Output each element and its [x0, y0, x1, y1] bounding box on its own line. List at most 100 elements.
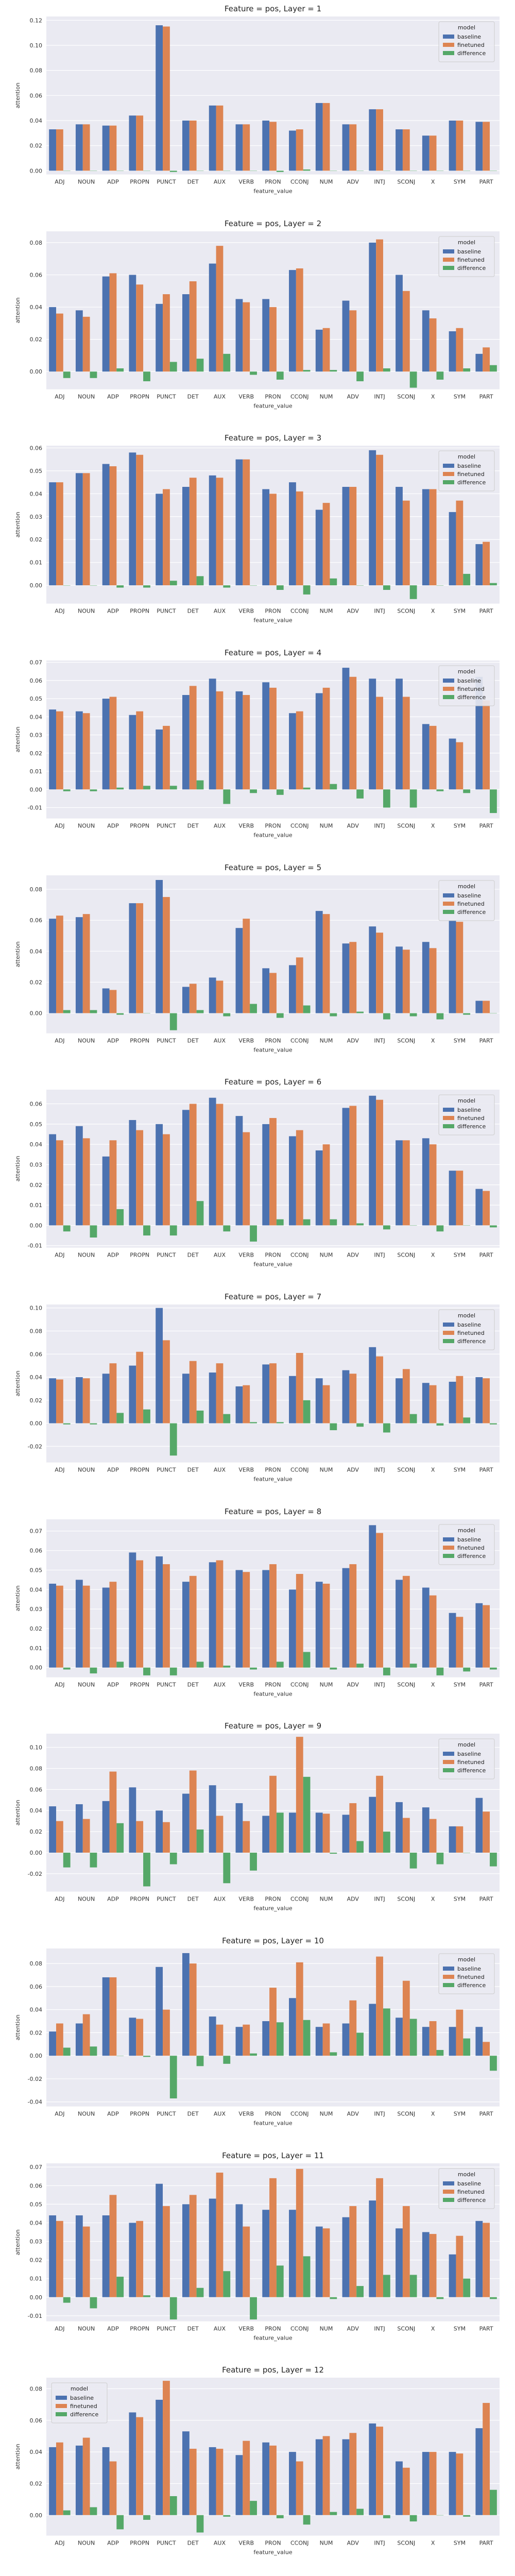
bar-finetuned [243, 459, 250, 586]
bar-finetuned [322, 687, 330, 790]
bar-difference [303, 1652, 311, 1668]
bar-finetuned [243, 124, 250, 171]
bar-difference [250, 585, 257, 586]
x-tick-label: DET [187, 1037, 199, 1044]
y-tick-label: 0.02 [30, 1182, 43, 1189]
bar-difference [63, 1667, 71, 1670]
y-tick-label: 0.04 [30, 714, 43, 720]
legend: model baseline finetuned difference [438, 880, 495, 921]
bar-finetuned [189, 281, 197, 371]
legend-label-baseline: baseline [457, 1321, 481, 1328]
chart-title: Feature = pos, Layer = 2 [225, 219, 321, 228]
bar-difference [169, 1853, 177, 1865]
x-tick-label: PROPN [130, 1681, 149, 1688]
bar-baseline [129, 1365, 136, 1423]
bar-finetuned [82, 316, 90, 371]
bar-difference [169, 1013, 177, 1030]
y-axis-label: attention [14, 1800, 21, 1826]
bar-difference [116, 1209, 124, 1226]
bar-baseline [315, 1378, 323, 1423]
x-tick-label: INTJ [374, 179, 385, 185]
y-tick-label: 0.08 [30, 1766, 43, 1772]
bar-baseline [182, 987, 190, 1013]
y-tick-label: 0.04 [30, 491, 43, 498]
bar-difference [169, 1423, 177, 1456]
bar-difference [90, 2297, 97, 2309]
bar-baseline [396, 2228, 403, 2297]
bar-baseline [235, 691, 243, 790]
y-tick-label: 0.06 [30, 1101, 43, 1108]
bar-baseline [209, 679, 216, 790]
x-tick-label: PUNCT [157, 1681, 176, 1688]
bar-baseline [396, 487, 403, 586]
legend-swatch-finetuned [443, 2189, 454, 2194]
y-tick-label: 0.06 [30, 2417, 43, 2424]
x-tick-label: INTJ [374, 1896, 385, 1903]
x-tick-label: ADV [347, 608, 359, 615]
bar-finetuned [402, 2468, 410, 2516]
bar-finetuned [483, 1378, 490, 1423]
legend-swatch-baseline [443, 893, 454, 897]
bar-difference [90, 1010, 97, 1013]
x-tick-label: PROPN [130, 1037, 149, 1044]
bar-baseline [102, 125, 110, 171]
x-tick-label: SCONJ [397, 1252, 415, 1259]
bar-baseline [156, 879, 163, 1013]
bar-baseline [156, 494, 163, 586]
x-tick-label: DET [187, 393, 199, 400]
bar-baseline [156, 303, 163, 371]
x-tick-label: PRON [265, 393, 281, 400]
bar-finetuned [456, 2235, 464, 2297]
bar-finetuned [136, 1130, 144, 1226]
bar-difference [196, 780, 204, 790]
bar-finetuned [243, 694, 250, 790]
bar-difference [330, 2512, 337, 2516]
legend-title: model [458, 1312, 475, 1319]
bar-baseline [449, 1171, 456, 1226]
bar-difference [490, 583, 497, 586]
y-tick-label: 0.07 [30, 659, 43, 666]
legend-swatch-baseline [443, 679, 454, 683]
bar-baseline [315, 1812, 323, 1853]
bar-finetuned [429, 489, 437, 586]
x-tick-label: DET [187, 1896, 199, 1903]
x-axis-label: feature_value [253, 188, 292, 195]
bar-baseline [262, 299, 270, 371]
x-tick-label: CCONJ [290, 393, 309, 400]
bar-baseline [315, 1150, 323, 1226]
bar-difference [90, 1225, 97, 1238]
x-tick-label: PART [479, 823, 493, 829]
bar-difference [436, 1225, 444, 1232]
bar-baseline [422, 1138, 430, 1226]
bar-finetuned [402, 1980, 410, 2056]
bar-finetuned [456, 121, 464, 171]
y-tick-label: 0.01 [30, 2275, 43, 2282]
bar-finetuned [243, 2441, 250, 2516]
bar-finetuned [56, 313, 63, 371]
bar-finetuned [349, 124, 357, 171]
legend-label-finetuned: finetuned [457, 471, 485, 478]
bar-baseline [449, 920, 456, 1013]
y-tick-label: 0.01 [30, 560, 43, 566]
chart-title: Feature = pos, Layer = 12 [222, 2365, 324, 2375]
bar-finetuned [109, 1140, 117, 1226]
bar-finetuned [109, 990, 117, 1013]
y-tick-label: 0.00 [30, 582, 43, 589]
bar-baseline [289, 2209, 296, 2297]
bar-baseline [369, 1096, 376, 1226]
bar-baseline [422, 1807, 430, 1853]
legend-title: model [458, 1741, 475, 1748]
x-tick-label: CCONJ [290, 1896, 309, 1903]
bar-finetuned [456, 742, 464, 790]
bar-finetuned [163, 2381, 170, 2516]
y-tick-label: 0.00 [30, 2294, 43, 2300]
bar-baseline [182, 1581, 190, 1668]
bar-baseline [182, 1793, 190, 1853]
y-tick-label: 0.02 [30, 1828, 43, 1835]
bar-baseline [396, 1140, 403, 1226]
x-tick-label: SYM [454, 179, 466, 185]
bar-baseline [75, 310, 83, 371]
x-tick-label: PRON [265, 1037, 281, 1044]
x-tick-label: ADP [107, 2540, 119, 2547]
legend: model baseline finetuned difference [438, 665, 495, 706]
